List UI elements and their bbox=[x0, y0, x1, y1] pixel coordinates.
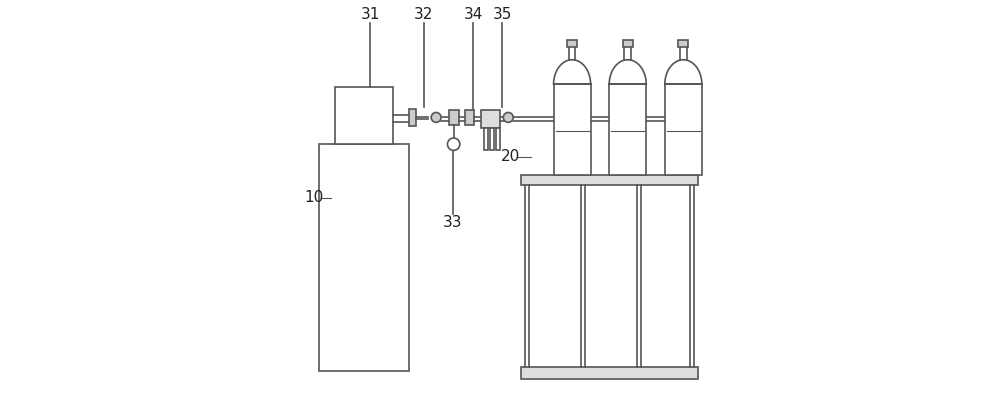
Text: 10: 10 bbox=[304, 190, 323, 205]
Bar bbox=[490, 128, 494, 150]
Bar bbox=[678, 40, 688, 47]
Bar bbox=[484, 128, 488, 150]
Bar bbox=[554, 84, 591, 175]
Text: 32: 32 bbox=[414, 7, 433, 22]
Text: 31: 31 bbox=[361, 7, 380, 22]
Bar bbox=[409, 109, 416, 126]
Bar bbox=[496, 128, 500, 150]
Circle shape bbox=[431, 112, 441, 122]
Circle shape bbox=[503, 112, 513, 122]
Bar bbox=[319, 144, 409, 371]
Text: 20: 20 bbox=[501, 149, 520, 164]
Bar bbox=[465, 110, 474, 125]
Bar bbox=[448, 110, 459, 125]
Circle shape bbox=[447, 138, 460, 150]
Bar bbox=[521, 367, 698, 379]
Bar bbox=[481, 110, 500, 128]
Text: 34: 34 bbox=[464, 7, 483, 22]
Bar bbox=[665, 84, 702, 175]
Bar bbox=[609, 84, 646, 175]
Bar bbox=[567, 40, 577, 47]
Bar bbox=[623, 40, 633, 47]
Text: 33: 33 bbox=[443, 215, 462, 230]
Text: 35: 35 bbox=[492, 7, 512, 22]
Bar bbox=[335, 87, 393, 144]
Bar bbox=[521, 175, 698, 185]
